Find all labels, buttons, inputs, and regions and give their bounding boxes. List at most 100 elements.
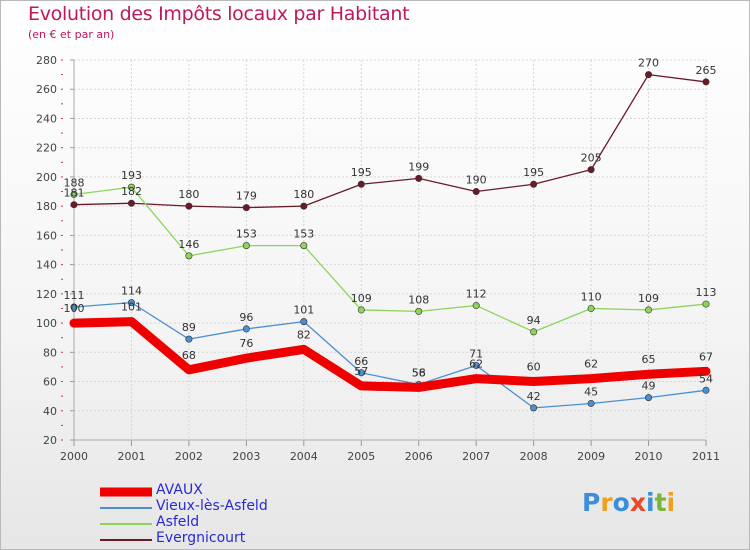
x-tick-label: 2001 [117,450,145,463]
y-tick-label: 80 [43,346,57,359]
data-label-avaux: 62 [584,358,598,371]
data-point-asfeld [530,328,538,336]
data-point-vieux-les-asfeld [185,335,193,343]
data-label-evergnicourt: 180 [178,188,199,201]
data-point-asfeld [127,183,135,191]
legend-label-vieux-les-asfeld: Vieux-lès-Asfeld [156,498,268,514]
y-tick-label: 20 [43,434,57,447]
data-point-vieux-les-asfeld [472,361,480,369]
data-label-vieux-les-asfeld: 66 [354,355,368,368]
x-tick-label: 2010 [635,450,663,463]
data-point-evergnicourt [357,180,365,188]
x-tick-label: 2008 [520,450,548,463]
y-tick-label: 200 [36,171,57,184]
data-point-evergnicourt [70,201,78,209]
chart-subtitle: (en € et par an) [28,28,115,41]
data-point-vieux-les-asfeld [530,404,538,412]
data-label-avaux: 82 [297,328,311,341]
x-tick-label: 2009 [577,450,605,463]
data-label-evergnicourt: 270 [638,57,659,70]
data-label-evergnicourt: 179 [236,190,257,203]
proxiti-logo: Proxiti [582,488,675,517]
y-tick-label: 160 [36,229,57,242]
data-point-evergnicourt [242,204,250,212]
data-label-vieux-les-asfeld: 101 [293,304,314,317]
data-label-vieux-les-asfeld: 111 [64,289,85,302]
data-point-vieux-les-asfeld [242,325,250,333]
data-point-evergnicourt [185,202,193,210]
data-point-asfeld [645,306,653,314]
data-point-asfeld [300,242,308,250]
data-label-vieux-les-asfeld: 114 [121,285,142,298]
data-point-vieux-les-asfeld [645,394,653,402]
x-tick-label: 2002 [175,450,203,463]
y-tick-label: 120 [36,288,57,301]
data-point-asfeld [242,242,250,250]
y-tick-label: 140 [36,259,57,272]
logo-letter: r [600,488,613,517]
y-tick-label: 40 [43,405,57,418]
legend-swatch-evergnicourt [100,539,152,541]
data-label-asfeld: 153 [293,228,314,241]
data-label-asfeld: 112 [466,288,487,301]
data-label-evergnicourt: 190 [466,174,487,187]
data-label-avaux: 57 [354,365,368,378]
x-tick-label: 2004 [290,450,318,463]
data-point-evergnicourt [127,199,135,207]
data-label-asfeld: 109 [351,292,372,305]
y-tick-label: 240 [36,112,57,125]
data-point-vieux-les-asfeld [702,386,710,394]
x-tick-label: 2007 [462,450,490,463]
y-tick-label: 180 [36,200,57,213]
data-label-avaux: 62 [469,358,483,371]
data-label-avaux: 60 [527,361,541,374]
x-tick-label: 2011 [692,450,720,463]
x-tick-label: 2003 [232,450,260,463]
data-point-evergnicourt [530,180,538,188]
legend-swatch-asfeld [100,523,152,525]
legend-label-evergnicourt: Evergnicourt [156,530,246,546]
legend-swatch-avaux [100,487,152,497]
data-point-asfeld [70,190,78,198]
data-label-evergnicourt: 182 [121,185,142,198]
data-point-vieux-les-asfeld [587,399,595,407]
data-point-evergnicourt [415,174,423,182]
data-label-asfeld: 94 [527,314,541,327]
data-label-avaux: 67 [699,350,713,363]
data-point-asfeld [587,304,595,312]
data-point-vieux-les-asfeld [127,299,135,307]
data-label-vieux-les-asfeld: 71 [469,347,483,360]
data-label-vieux-les-asfeld: 89 [182,321,196,334]
logo-letter: t [654,488,667,517]
data-point-asfeld [415,307,423,315]
logo-letter: i [646,488,655,517]
data-label-vieux-les-asfeld: 54 [699,372,713,385]
logo-letter: P [582,488,601,517]
x-tick-label: 2006 [405,450,433,463]
data-point-asfeld [357,306,365,314]
data-label-avaux: 68 [182,349,196,362]
data-point-vieux-les-asfeld [70,303,78,311]
data-label-evergnicourt: 199 [408,160,429,173]
data-label-vieux-les-asfeld: 49 [642,380,656,393]
data-label-avaux: 101 [121,301,142,314]
logo-letter: i [666,488,676,517]
logo-letter: x [629,488,646,517]
legend-label-asfeld: Asfeld [156,514,200,530]
data-point-evergnicourt [472,188,480,196]
x-tick-label: 2005 [347,450,375,463]
data-label-evergnicourt: 195 [523,166,544,179]
data-label-asfeld: 146 [178,238,199,251]
data-label-asfeld: 113 [696,286,717,299]
data-label-avaux: 100 [64,302,85,315]
data-label-asfeld: 188 [64,176,85,189]
data-point-evergnicourt [300,202,308,210]
y-tick-label: 60 [43,376,57,389]
series-line-evergnicourt [73,73,707,209]
data-point-evergnicourt [702,78,710,86]
legend-swatch-vieux-les-asfeld [100,507,152,509]
series-line-asfeld [73,186,707,333]
chart-title: Evolution des Impôts locaux par Habitant [28,3,410,25]
data-point-asfeld [472,302,480,310]
